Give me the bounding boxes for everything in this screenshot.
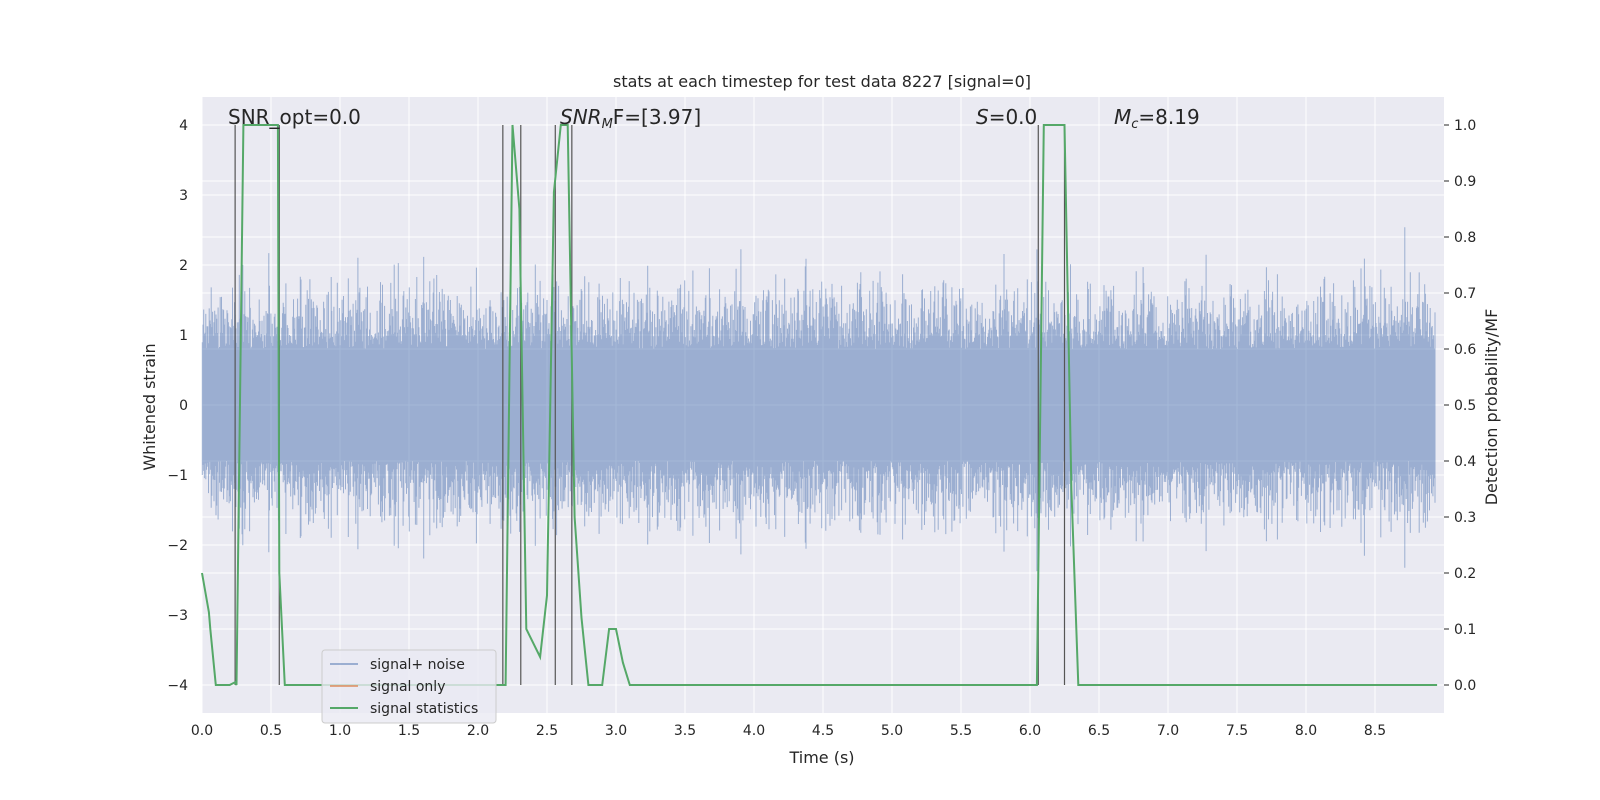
x-tick-label: 4.5 [812, 723, 834, 739]
annotation-snr-mf: SNRMF=[3.97] [560, 105, 701, 132]
x-tick-label: 1.0 [329, 723, 351, 739]
y-axis-label-right: Detection probability/MF [1482, 309, 1501, 506]
y-right-tick-label: 0.8 [1454, 230, 1476, 246]
y-right-tick-label: 0.6 [1454, 342, 1476, 358]
y-left-tick-label: −4 [167, 678, 188, 694]
y-right-tick-label: 1.0 [1454, 118, 1476, 134]
annotation-s: S=0.0 [976, 105, 1037, 129]
chart-title: stats at each timestep for test data 822… [613, 72, 1031, 91]
y-right-tick-label: 0.0 [1454, 678, 1476, 694]
noise-trace [201, 227, 1436, 572]
legend: signal+ noise signal only signal statist… [321, 649, 497, 724]
y-left-tick-label: 0 [179, 398, 188, 414]
x-tick-label: 8.5 [1364, 723, 1386, 739]
legend-noise-label: signal+ noise [370, 657, 465, 673]
y-left-tick-label: 3 [179, 188, 188, 204]
y-left-tick-label: 4 [179, 118, 188, 134]
y-right-tick-label: 0.2 [1454, 566, 1476, 582]
y-right-tick-label: 0.4 [1454, 454, 1476, 470]
x-tick-label: 2.5 [536, 723, 558, 739]
x-tick-labels: 0.0 0.5 1.0 1.5 2.0 2.5 3.0 3.5 4.0 4.5 5.0 5.5 6.0 6… [191, 723, 1386, 739]
y-axis-label-left: Whitened strain [140, 343, 159, 470]
x-tick-label: 2.0 [467, 723, 489, 739]
x-tick-label: 3.0 [605, 723, 627, 739]
x-tick-label: 0.0 [191, 723, 213, 739]
x-tick-label: 6.0 [1019, 723, 1041, 739]
x-tick-label: 4.0 [743, 723, 765, 739]
y-left-tick-label: 2 [179, 258, 188, 274]
x-tick-label: 5.0 [881, 723, 903, 739]
y-right-tick-label: 0.5 [1454, 398, 1476, 414]
x-tick-label: 7.0 [1157, 723, 1179, 739]
y-left-tick-label: 1 [179, 328, 188, 344]
signal-statistics-line [201, 124, 1438, 686]
x-tick-label: 5.5 [950, 723, 972, 739]
x-axis-label: Time (s) [788, 748, 854, 767]
legend-signal-label: signal only [370, 679, 445, 695]
x-tick-label: 3.5 [674, 723, 696, 739]
x-tick-label: 0.5 [260, 723, 282, 739]
y-right-tick-label: 0.7 [1454, 286, 1476, 302]
y-right-tick-label: 0.9 [1454, 174, 1476, 190]
y-right-tick-label: 0.1 [1454, 622, 1476, 638]
annotation-mc: Mc=8.19 [1114, 105, 1200, 132]
y-left-tick-label: −2 [167, 538, 188, 554]
y-left-tick-label: −1 [167, 468, 188, 484]
x-tick-label: 1.5 [398, 723, 420, 739]
x-tick-label: 6.5 [1088, 723, 1110, 739]
x-tick-label: 7.5 [1226, 723, 1248, 739]
legend-stats-label: signal statistics [370, 701, 478, 717]
y-right-tick-label: 0.3 [1454, 510, 1476, 526]
y-right-tick-labels: 1.0 0.9 0.8 0.7 0.6 0.5 0.4 0.3 0.2 0.1 0.0 [1444, 118, 1476, 694]
x-tick-label: 8.0 [1295, 723, 1317, 739]
y-left-tick-label: −3 [167, 608, 188, 624]
y-left-tick-labels: 4 3 2 1 0 −1 −2 −3 −4 [167, 118, 188, 694]
annotation-snr-opt: SNR_opt=0.0 [228, 105, 361, 129]
noise-series [201, 227, 1436, 572]
legend-frame [321, 649, 497, 724]
